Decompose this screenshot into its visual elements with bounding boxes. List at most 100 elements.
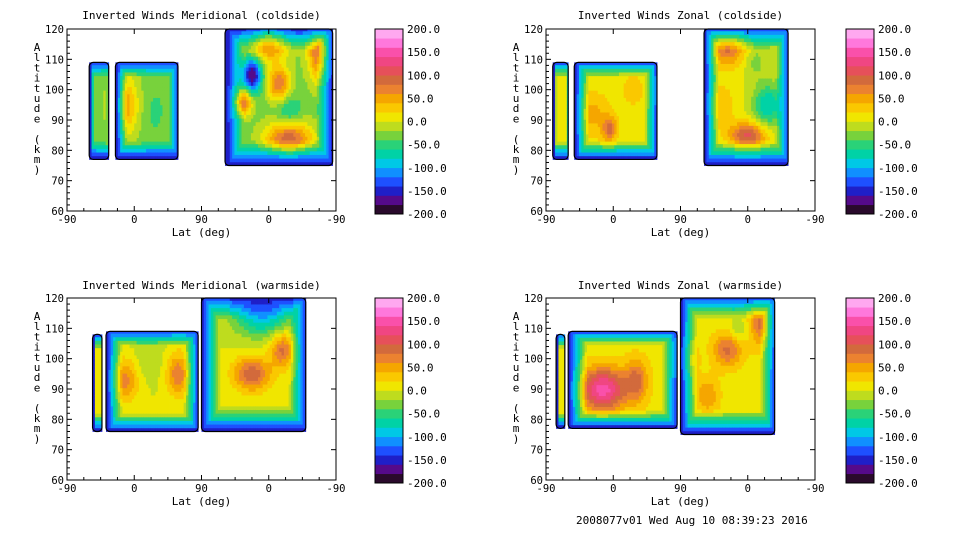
heatmap-cell <box>583 68 587 73</box>
heatmap-cell <box>715 74 719 79</box>
heatmap-cell <box>120 79 123 84</box>
heatmap-cell <box>656 62 658 66</box>
heatmap-cell <box>552 155 556 160</box>
heatmap-cell <box>286 125 289 130</box>
heatmap-cell <box>267 85 271 90</box>
heatmap-cell <box>98 97 102 102</box>
heatmap-cell <box>241 103 245 108</box>
heatmap-cell <box>169 82 173 88</box>
heatmap-cell <box>746 38 750 43</box>
heatmap-cell <box>157 119 161 124</box>
heatmap-cell <box>557 68 561 73</box>
heatmap-cell <box>141 141 145 146</box>
heatmap-cell <box>727 150 731 155</box>
heatmap-cell <box>748 132 752 137</box>
heatmap-cell <box>741 89 745 94</box>
heatmap-cell <box>593 144 596 149</box>
heatmap-cell <box>302 38 306 43</box>
heatmap-cell <box>647 101 650 106</box>
heatmap-cell <box>725 118 728 123</box>
heatmap-cell <box>253 132 257 137</box>
heatmap-cell <box>623 115 627 120</box>
heatmap-cell <box>174 152 178 157</box>
heatmap-cell <box>586 86 589 91</box>
heatmap-cell <box>267 121 271 126</box>
heatmap-cell <box>265 89 268 94</box>
heatmap-cell <box>229 129 233 134</box>
heatmap-cell <box>604 104 608 109</box>
heatmap-cell <box>328 63 332 68</box>
heatmap-cell <box>276 110 280 115</box>
heatmap-cell <box>283 140 287 145</box>
heatmap-cell <box>248 45 252 50</box>
heatmap-cell <box>741 45 745 50</box>
heatmap-cell <box>654 79 658 84</box>
heatmap-cell <box>122 130 126 135</box>
heatmap-cell <box>736 107 740 112</box>
heatmap-cell <box>241 59 245 64</box>
heatmap-cell <box>718 114 721 119</box>
heatmap-cell <box>711 30 714 35</box>
data-segment-3 <box>224 28 334 167</box>
heatmap-cell <box>234 154 238 159</box>
heatmap-cell <box>127 108 130 113</box>
heatmap-cell <box>607 90 610 95</box>
heatmap-cell <box>89 82 92 88</box>
heatmap-cell <box>732 67 736 72</box>
heatmap-cell <box>708 89 712 94</box>
heatmap-cell <box>751 41 754 46</box>
heatmap-cell <box>265 103 268 108</box>
heatmap-cell <box>711 67 714 72</box>
heatmap-cell <box>260 143 264 148</box>
heatmap-cell <box>725 59 728 64</box>
heatmap-cell <box>293 140 297 145</box>
heatmap-cell <box>269 78 273 83</box>
heatmap-cell <box>604 82 608 88</box>
heatmap-cell <box>727 41 731 46</box>
heatmap-cell <box>236 103 240 108</box>
heatmap-cell <box>302 81 306 86</box>
heatmap-cell <box>753 70 757 75</box>
heatmap-cell <box>628 123 632 128</box>
heatmap-cell <box>328 136 332 141</box>
heatmap-cell <box>134 90 137 95</box>
heatmap-cell <box>162 123 166 128</box>
heatmap-cell <box>288 147 292 152</box>
heatmap-cell <box>89 123 92 128</box>
heatmap-cell <box>618 123 622 128</box>
heatmap-cell <box>136 119 140 124</box>
heatmap-cell <box>286 30 289 35</box>
heatmap-cell <box>739 121 743 126</box>
heatmap-cell <box>562 72 565 77</box>
heatmap-cell <box>232 143 235 148</box>
heatmap-cell <box>718 129 721 134</box>
heatmap-cell <box>736 49 740 54</box>
heatmap-cell <box>232 63 235 68</box>
heatmap-cell <box>146 119 149 124</box>
heatmap-cell <box>736 30 740 35</box>
heatmap-cell <box>309 70 313 75</box>
heatmap-cell <box>604 93 608 98</box>
heatmap-cell <box>590 155 594 160</box>
heatmap-cell <box>232 132 235 137</box>
heatmap-cell <box>555 72 558 77</box>
heatmap-cell <box>647 126 650 131</box>
heatmap-cell <box>635 93 639 98</box>
heatmap-cell <box>725 81 728 86</box>
heatmap-cell <box>751 52 754 57</box>
heatmap-cell <box>174 93 178 98</box>
heatmap-cell <box>588 130 592 135</box>
heatmap-cell <box>253 110 257 115</box>
heatmap-cell <box>654 108 658 113</box>
heatmap-cell <box>103 104 107 109</box>
heatmap-cell <box>160 123 163 128</box>
heatmap-cell <box>302 96 306 101</box>
heatmap-cell <box>103 133 107 138</box>
heatmap-cell <box>618 68 622 73</box>
heatmap-cell <box>616 62 620 66</box>
heatmap-cell <box>276 52 280 57</box>
heatmap-cell <box>250 89 254 94</box>
heatmap-cell <box>637 97 641 102</box>
heatmap-cell <box>614 112 618 117</box>
heatmap-cell <box>262 74 266 79</box>
